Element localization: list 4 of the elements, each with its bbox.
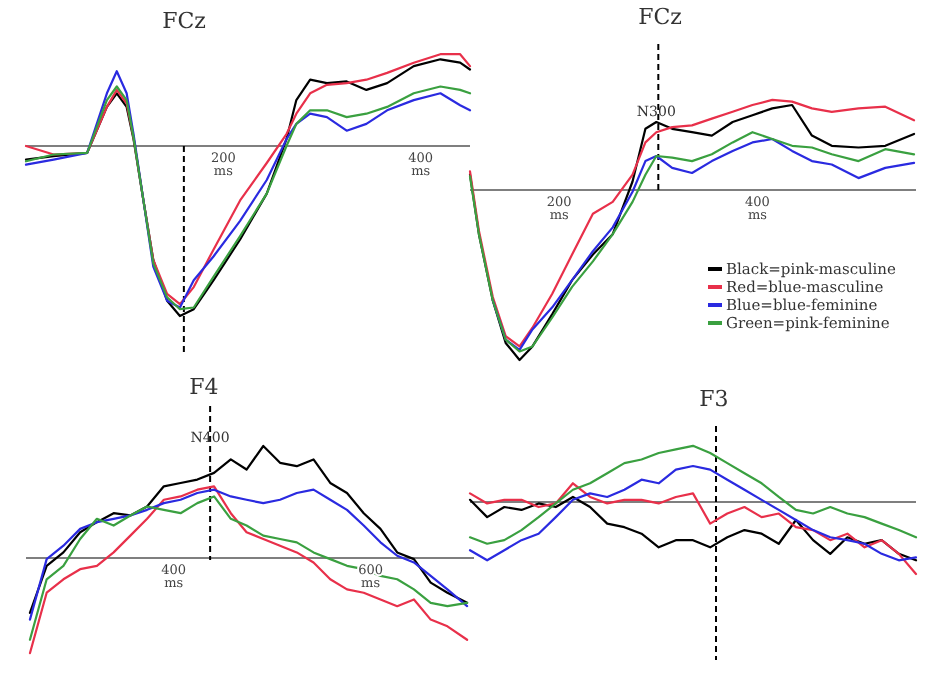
chart-title: F3 <box>699 386 729 412</box>
chart-title: FCz <box>638 4 683 30</box>
chart-title: FCz <box>162 8 207 34</box>
chart-title: F4 <box>189 374 219 400</box>
